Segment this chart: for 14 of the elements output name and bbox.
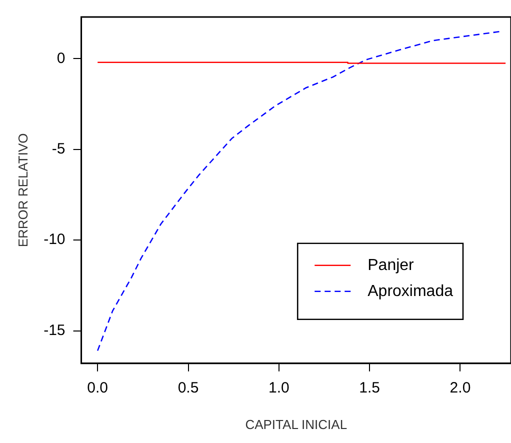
- y-axis-title: ERROR RELATIVO: [15, 133, 30, 248]
- x-tick-label: 2.0: [450, 380, 471, 397]
- y-tick-label: -5: [52, 140, 66, 158]
- line-series: [96, 30, 501, 352]
- x-tick-label: 0.0: [87, 380, 108, 397]
- legend-label: Panjer: [368, 256, 415, 274]
- x-axis-title: CAPITAL INICIAL: [245, 416, 348, 432]
- x-tick-label: 1.0: [268, 380, 290, 397]
- y-tick-label: 0: [56, 50, 66, 67]
- y-tick-label: -10: [44, 231, 66, 248]
- legend-label: Aproximada: [368, 282, 454, 300]
- y-tick-label: -15: [44, 322, 66, 339]
- x-tick-label: 0.5: [178, 380, 199, 397]
- x-tick-label: 1.5: [359, 380, 380, 397]
